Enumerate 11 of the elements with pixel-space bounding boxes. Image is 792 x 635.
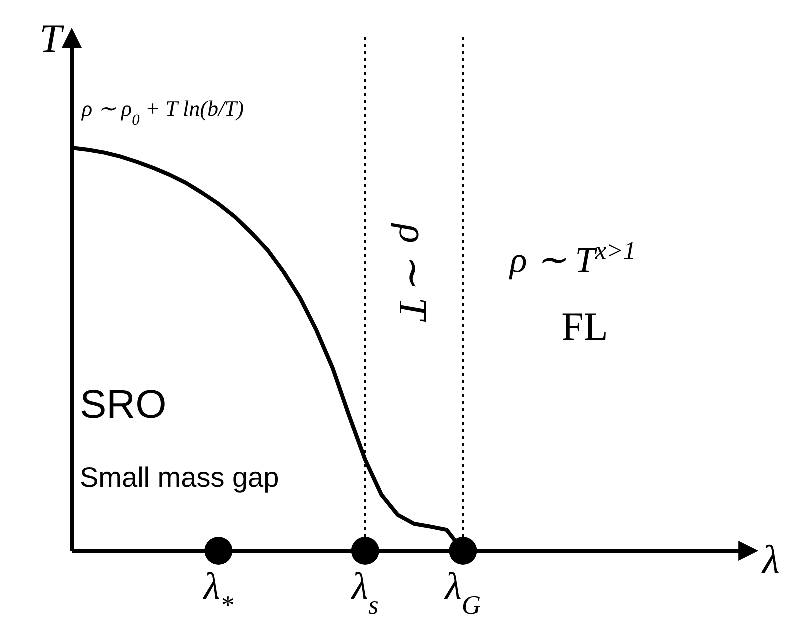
- annotation: ρ ∼ T: [391, 222, 436, 322]
- x-tick-label: λ$_{s}$: [350, 566, 379, 620]
- text: ρ ∼ ρ$_{0}$ + T ln(b/T): [81, 96, 244, 128]
- annotation: SRO: [80, 383, 167, 427]
- x-tick-label: λ$_{G}$: [444, 566, 482, 620]
- x-tick-label: λ$_{*}$: [202, 566, 234, 620]
- x-axis-title: λ: [762, 537, 780, 582]
- annotation: ρ ∼ T$^{x>1}$: [509, 238, 636, 280]
- y-axis-title: T: [40, 16, 65, 61]
- annotation: Small mass gap: [80, 462, 280, 493]
- annotation: FL: [562, 304, 608, 349]
